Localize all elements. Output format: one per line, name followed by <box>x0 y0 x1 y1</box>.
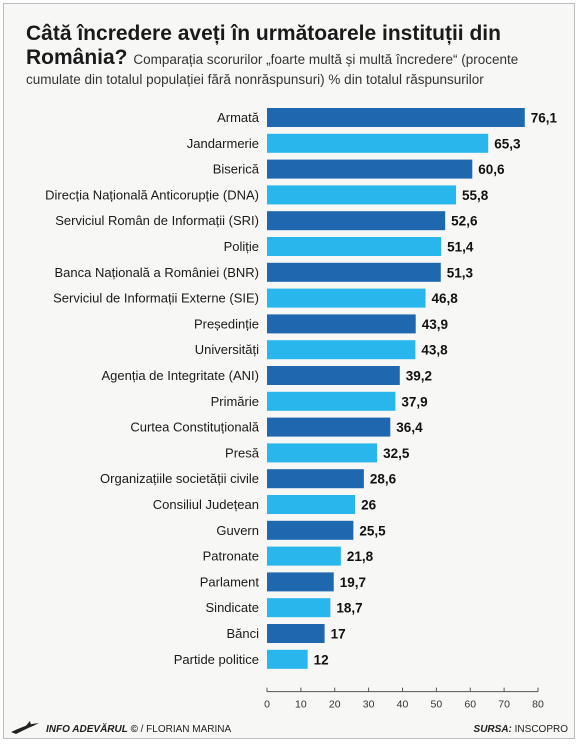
bar <box>267 262 441 282</box>
category-label: Agenția de Integritate (ANI) <box>101 368 259 383</box>
value-label: 37,9 <box>401 394 427 409</box>
value-label: 19,7 <box>340 575 366 590</box>
bar <box>267 495 356 514</box>
category-label: Presă <box>225 445 260 460</box>
bird-logo-icon <box>11 721 39 734</box>
value-label: 55,8 <box>462 188 489 203</box>
category-label: Serviciul de Informații Externe (SIE) <box>53 291 259 306</box>
x-tick-label: 60 <box>464 699 476 711</box>
bar <box>267 211 446 231</box>
bar <box>267 288 426 308</box>
x-tick-label: 70 <box>498 699 510 711</box>
category-label: Parlament <box>200 574 260 589</box>
value-label: 25,5 <box>359 523 386 538</box>
x-tick-label: 0 <box>264 699 270 711</box>
value-label: 36,4 <box>396 420 423 435</box>
value-label: 21,8 <box>347 549 374 564</box>
subtitle-part-1: Comparația scorurilor „foarte multă și m… <box>133 52 519 67</box>
source-name: INSCOPRO <box>511 724 568 735</box>
value-label: 65,3 <box>494 136 521 151</box>
x-tick-label: 80 <box>532 699 544 711</box>
bar <box>267 649 308 669</box>
value-label: 60,6 <box>478 162 505 177</box>
x-tick-label: 40 <box>397 699 409 711</box>
category-label: Sindicate <box>206 600 259 615</box>
x-tick-label: 30 <box>363 699 375 711</box>
bar <box>267 340 416 360</box>
category-label: Armată <box>217 110 260 125</box>
bar <box>267 159 473 179</box>
value-label: 76,1 <box>531 111 558 126</box>
bar <box>267 520 354 540</box>
value-label: 46,8 <box>432 291 459 306</box>
value-label: 51,3 <box>447 265 474 280</box>
bar <box>267 417 391 437</box>
chart-title: Câtă încredere aveți în următoarele inst… <box>26 22 556 70</box>
value-label: 18,7 <box>336 601 362 616</box>
category-label: Poliție <box>224 239 259 254</box>
bar <box>267 546 341 566</box>
bar <box>267 185 457 205</box>
value-label: 52,6 <box>451 214 478 229</box>
category-label: Banca Națională a României (BNR) <box>55 265 259 280</box>
category-label: Bănci <box>226 626 259 641</box>
bar <box>267 443 378 463</box>
value-label: 17 <box>331 627 346 642</box>
bar <box>267 314 416 334</box>
category-label: Direcția Națională Anticorupție (DNA) <box>45 187 259 202</box>
x-tick-label: 50 <box>431 699 443 711</box>
title-block: Câtă încredere aveți în următoarele inst… <box>26 22 556 90</box>
category-label: Patronate <box>203 549 259 564</box>
category-label: Partide politice <box>174 652 259 667</box>
value-label: 28,6 <box>370 472 397 487</box>
value-label: 12 <box>314 652 329 667</box>
x-tick-label: 10 <box>295 699 307 711</box>
category-label: Președinție <box>194 316 259 331</box>
subtitle-part-2: cumulate din totalul populației fără non… <box>26 72 484 87</box>
category-label: Universități <box>195 342 259 357</box>
x-tick-label: 20 <box>329 699 341 711</box>
footer: INFO ADEVĂRUL © / FLORIAN MARINA SURSA: … <box>6 721 572 738</box>
category-label: Curtea Constituțională <box>130 420 259 435</box>
value-label: 26 <box>361 498 377 513</box>
category-label: Jandarmerie <box>187 136 259 151</box>
bar <box>267 469 364 489</box>
title-line-1: Câtă încredere aveți în următoarele inst… <box>26 22 501 45</box>
value-label: 43,8 <box>421 343 448 358</box>
title-line-2: România? <box>26 46 128 69</box>
bar <box>267 108 525 127</box>
bar <box>267 598 331 618</box>
source-label: SURSA: <box>473 724 512 735</box>
category-label: Biserică <box>213 162 260 177</box>
bar <box>267 133 489 153</box>
category-label: Primărie <box>211 394 259 409</box>
value-label: 51,4 <box>447 240 474 255</box>
category-label: Serviciul Român de Informații (SRI) <box>55 213 259 228</box>
bar <box>267 237 442 256</box>
category-label: Guvern <box>216 523 259 538</box>
credit: INFO ADEVĂRUL © / FLORIAN MARINA <box>46 724 231 735</box>
bar <box>267 572 334 592</box>
bar <box>267 391 396 411</box>
bar <box>267 624 325 643</box>
source: SURSA: INSCOPRO <box>474 724 568 735</box>
value-label: 32,5 <box>383 446 410 461</box>
value-label: 39,2 <box>406 369 432 384</box>
credit-author: / FLORIAN MARINA <box>137 724 232 735</box>
bar <box>267 366 400 385</box>
credit-brand: INFO ADEVĂRUL © <box>46 724 138 735</box>
value-label: 43,9 <box>422 317 448 332</box>
category-label: Consiliul Județean <box>153 497 259 512</box>
category-label: Organizațiile societății civile <box>100 471 259 486</box>
